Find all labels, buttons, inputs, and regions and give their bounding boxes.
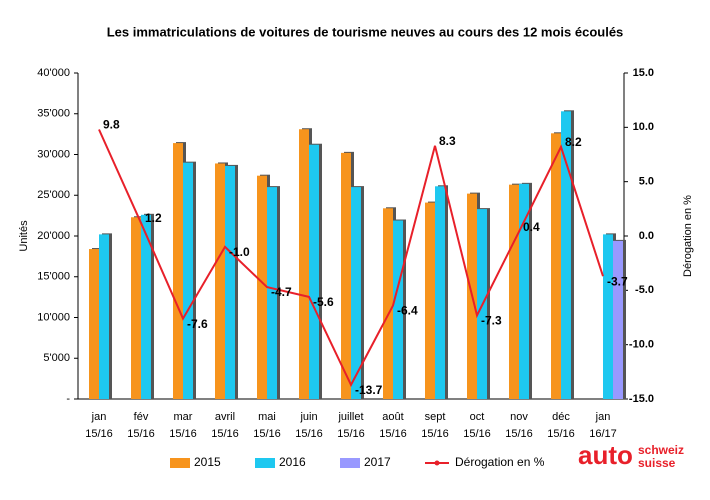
bar: [613, 240, 623, 399]
chart-title: Les immatriculations de voitures de tour…: [107, 24, 624, 39]
x-tick-label: mar: [174, 411, 193, 423]
y2-tick-label: 0.0: [639, 230, 654, 242]
bar: [393, 220, 403, 399]
x-tick-label: 15/16: [211, 428, 239, 440]
bar: [183, 162, 193, 399]
bar: [299, 129, 309, 400]
x-tick-label: 15/16: [463, 428, 491, 440]
y-tick-label: 25'000: [37, 189, 70, 201]
bar: [551, 133, 561, 399]
bar: [509, 184, 519, 399]
bar: [425, 202, 435, 399]
data-label: 9.8: [103, 118, 120, 132]
bar: [435, 186, 445, 399]
data-label: -5.6: [313, 295, 334, 309]
bar: [351, 187, 361, 399]
data-label: 8.2: [565, 135, 582, 149]
x-tick-label: 15/16: [337, 428, 365, 440]
data-label: -13.7: [355, 383, 383, 397]
bar: [267, 187, 277, 399]
data-label: -3.7: [607, 274, 628, 288]
x-tick-label: 16/17: [589, 428, 617, 440]
logo-word: auto: [578, 440, 633, 470]
x-tick-label: 15/16: [169, 428, 197, 440]
data-label: -6.4: [397, 304, 418, 318]
x-tick-label: juin: [299, 411, 317, 423]
legend-label: Dérogation en %: [455, 455, 545, 469]
data-label: 1.2: [145, 211, 162, 225]
legend-label: 2017: [364, 455, 391, 469]
data-label: 0.4: [523, 220, 540, 234]
bar: [99, 234, 109, 399]
x-tick-label: oct: [470, 411, 485, 423]
y-tick-label: -: [66, 393, 70, 405]
y2-tick-label: 10.0: [633, 121, 654, 133]
bar: [215, 163, 225, 399]
y-axis-title: Unités: [18, 220, 30, 252]
legend-label: 2016: [279, 455, 306, 469]
x-tick-label: mai: [258, 411, 276, 423]
y2-tick-label: -15.0: [629, 393, 654, 405]
x-tick-label: avril: [215, 411, 235, 423]
x-tick-label: juillet: [337, 411, 363, 423]
x-tick-label: fév: [134, 411, 149, 423]
x-tick-label: jan: [595, 411, 611, 423]
bar: [309, 144, 319, 399]
x-tick-label: jan: [91, 411, 107, 423]
data-label: -7.6: [187, 317, 208, 331]
y-tick-label: 15'000: [37, 271, 70, 283]
bar: [131, 217, 141, 399]
x-tick-label: sept: [425, 411, 446, 423]
legend-swatch: [340, 458, 360, 468]
x-tick-label: août: [382, 411, 403, 423]
data-label: -1.0: [229, 245, 250, 259]
logo-line: schweiz: [638, 443, 684, 457]
logo-line: suisse: [638, 456, 676, 470]
x-tick-label: déc: [552, 411, 570, 423]
data-label: 8.3: [439, 134, 456, 148]
legend-swatch: [170, 458, 190, 468]
bar: [257, 175, 267, 399]
bar: [225, 165, 235, 399]
y2-tick-label: 15.0: [633, 67, 654, 79]
y-tick-label: 10'000: [37, 311, 70, 323]
bar: [383, 208, 393, 399]
y-tick-label: 40'000: [37, 67, 70, 79]
data-label: -4.7: [271, 285, 292, 299]
bar: [561, 111, 571, 400]
legend-label: 2015: [194, 455, 221, 469]
x-tick-label: 15/16: [85, 428, 113, 440]
bar: [341, 152, 351, 399]
y-tick-label: 20'000: [37, 230, 70, 242]
y-tick-label: 30'000: [37, 148, 70, 160]
x-tick-label: 15/16: [295, 428, 323, 440]
y2-tick-label: 5.0: [639, 176, 654, 188]
y2-axis-title: Dérogation en %: [682, 195, 694, 277]
legend-swatch: [255, 458, 275, 468]
x-tick-label: nov: [510, 411, 528, 423]
bar: [603, 234, 613, 399]
x-tick-label: 15/16: [421, 428, 449, 440]
x-tick-label: 15/16: [505, 428, 533, 440]
x-tick-label: 15/16: [127, 428, 155, 440]
x-tick-label: 15/16: [547, 428, 575, 440]
y-tick-label: 5'000: [43, 352, 70, 364]
y2-tick-label: -5.0: [635, 284, 654, 296]
bar: [141, 214, 151, 399]
y2-tick-label: -10.0: [629, 339, 654, 351]
legend-swatch: [434, 460, 440, 466]
bar: [173, 143, 183, 399]
line: [98, 129, 604, 388]
bar: [89, 249, 99, 399]
bar: [519, 183, 529, 399]
y-tick-label: 35'000: [37, 108, 70, 120]
x-tick-label: 15/16: [379, 428, 407, 440]
x-tick-label: 15/16: [253, 428, 281, 440]
data-label: -7.3: [481, 313, 502, 327]
